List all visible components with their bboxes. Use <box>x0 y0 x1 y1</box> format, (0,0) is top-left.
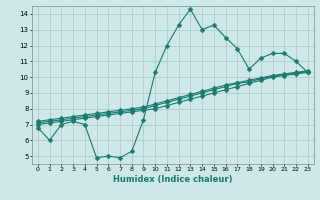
X-axis label: Humidex (Indice chaleur): Humidex (Indice chaleur) <box>113 175 233 184</box>
